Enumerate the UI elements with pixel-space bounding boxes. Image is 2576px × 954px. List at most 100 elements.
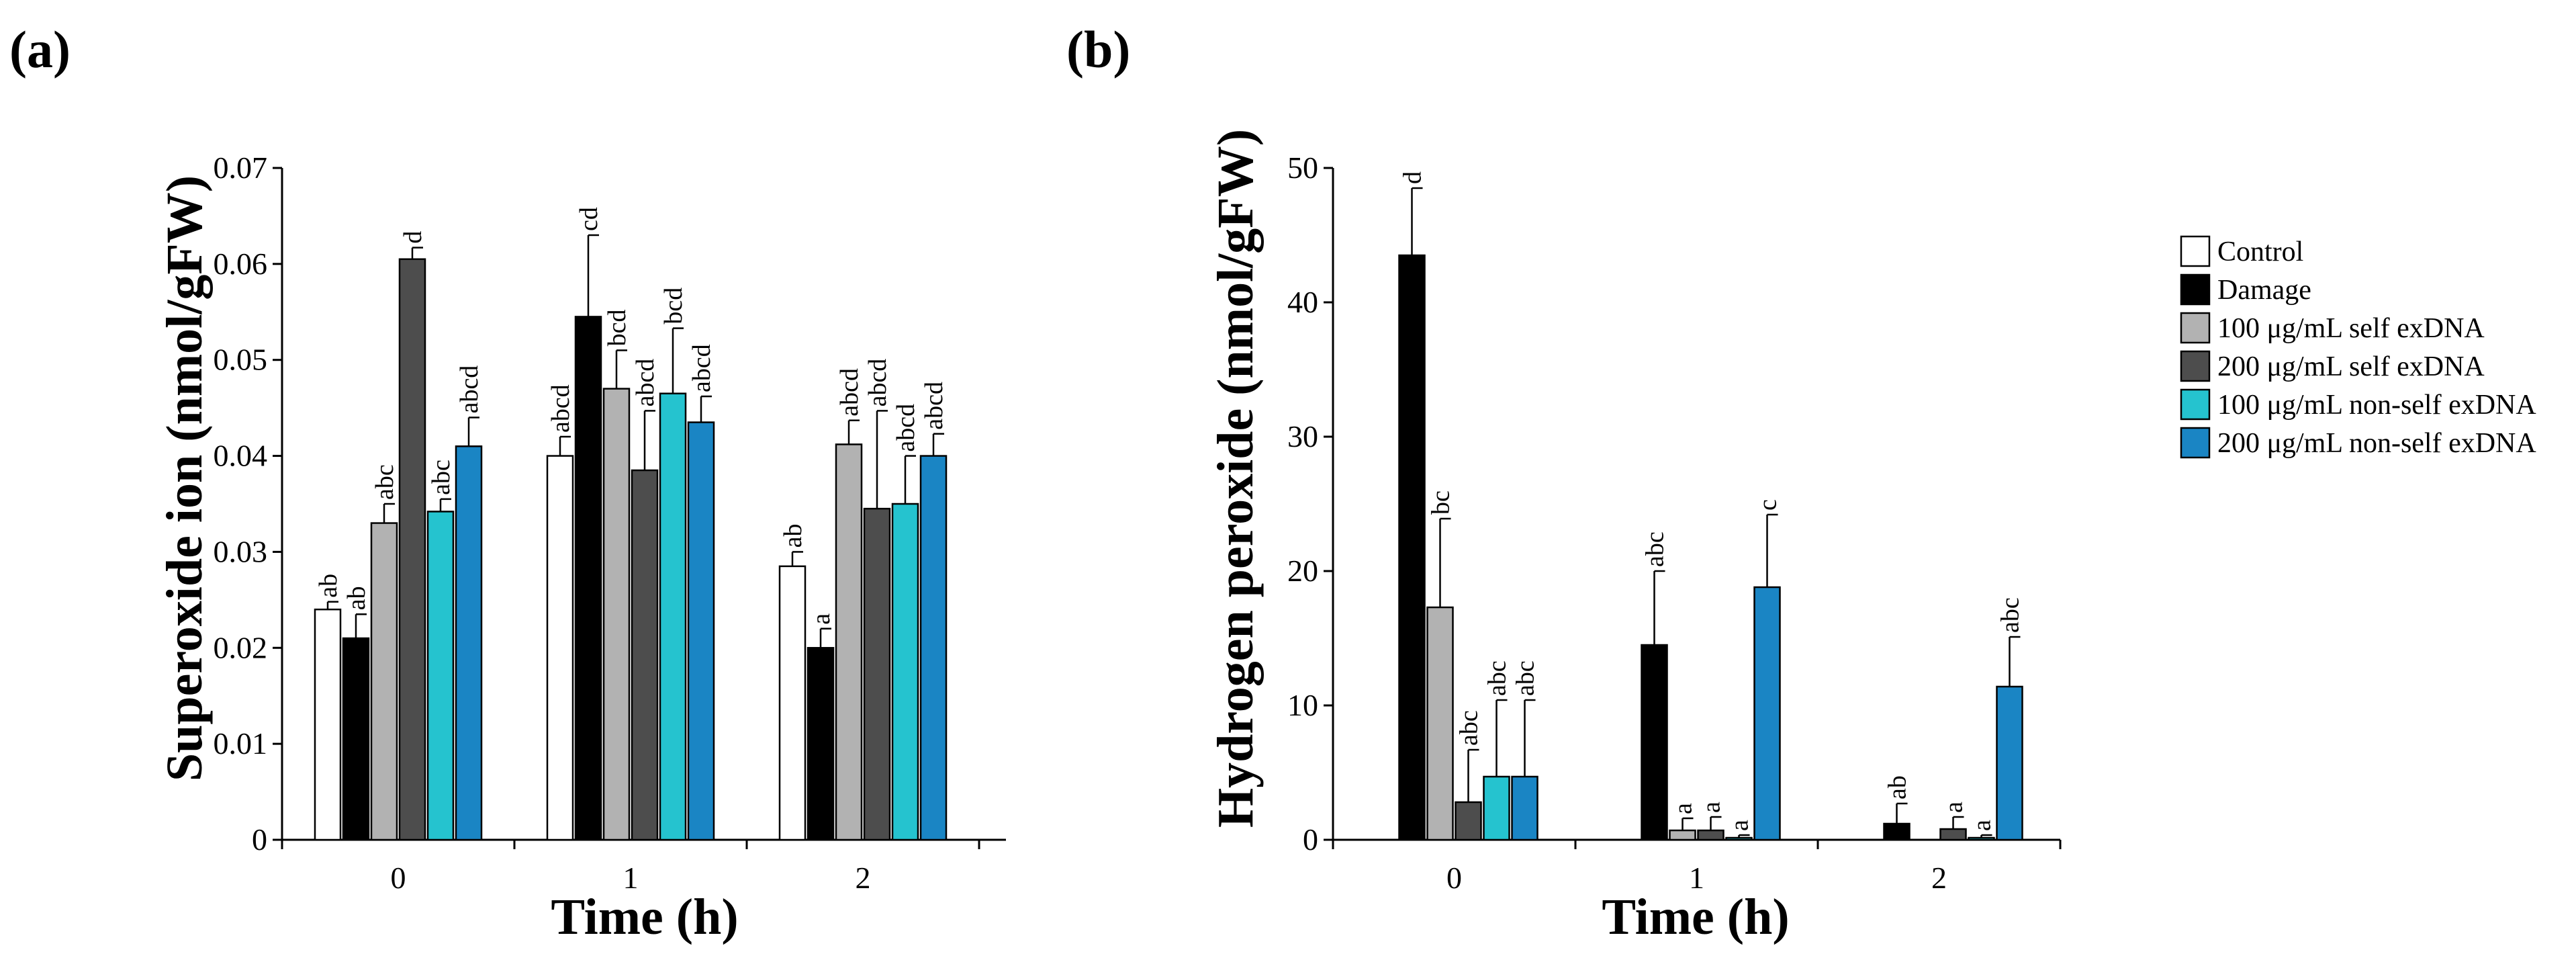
- panel-a-significance-letter: ab: [342, 586, 371, 610]
- panel-a-significance-letter: abc: [371, 464, 399, 500]
- panel-a-bar: [659, 392, 687, 841]
- panel-b-label: (b): [1066, 20, 1130, 79]
- legend-entry: 200 μg/mL self exDNA: [2217, 351, 2485, 382]
- panel-a-xtick-label: 1: [623, 861, 639, 895]
- panel-a-ytick-label: 0.02: [214, 630, 268, 664]
- panel-a-significance-letter: abcd: [835, 368, 864, 417]
- legend-swatch: [2180, 312, 2211, 344]
- panel-b-ytick-label: 40: [1287, 285, 1318, 319]
- panel-b-xtick-label: 1: [1689, 861, 1704, 895]
- legend-swatch: [2180, 235, 2211, 267]
- panel-b-significance-letter: a: [1726, 820, 1754, 831]
- legend-swatch: [2180, 273, 2211, 306]
- panel-a-significance-letter: bcd: [603, 310, 631, 347]
- panel-a: (a) Superoxide ion (nmol/gFW) Time (h) 0…: [9, 20, 1006, 945]
- legend-entry: 100 μg/mL non-self exDNA: [2217, 390, 2536, 421]
- panel-b-xtick-label: 2: [1931, 861, 1947, 895]
- panel-a-bar: [602, 388, 631, 841]
- legend-swatch: [2180, 427, 2211, 459]
- panel-b-significance-letter: a: [1698, 801, 1726, 813]
- panel-a-bar: [314, 608, 342, 841]
- panel-b-bar: [1669, 829, 1696, 841]
- panel-b-ylabel: Hydrogen peroxide (nmol/gFW): [1207, 129, 1264, 828]
- panel-a-significance-letter: abcd: [631, 359, 659, 407]
- panel-a-xtick-label: 2: [856, 861, 871, 895]
- panel-a-ytick-label: 0: [252, 822, 267, 857]
- panel-b-bar: [1968, 836, 1995, 841]
- panel-a-bar: [778, 565, 807, 841]
- panel-a-bar: [891, 503, 919, 841]
- panel-b-bar: [1753, 586, 1781, 841]
- legend-entry: 200 μg/mL non-self exDNA: [2217, 428, 2536, 459]
- panel-a-ytick-label: 0.03: [214, 534, 268, 568]
- panel-a-significance-letter: abcd: [864, 359, 892, 407]
- panel-b-xtick-label: 0: [1446, 861, 1462, 895]
- panel-b-bar: [1511, 775, 1538, 841]
- panel-b-significance-letter: abc: [1512, 660, 1540, 696]
- panel-b-bar: [1641, 644, 1668, 841]
- panel-a-significance-letter: abcd: [547, 384, 575, 433]
- legend-entry: Control: [2217, 236, 2303, 267]
- panel-a-significance-letter: abcd: [920, 382, 948, 430]
- panel-b: (b) Hydrogen peroxide (nmol/gFW) Time (h…: [1066, 20, 2062, 945]
- panel-b-ytick-label: 10: [1287, 688, 1318, 722]
- panel-b-bar: [1996, 685, 2023, 841]
- panel-b-significance-letter: abc: [1996, 597, 2025, 633]
- panel-a-ytick-label: 0.07: [214, 150, 268, 185]
- panel-a-xlabel: Time (h): [551, 889, 738, 945]
- panel-b-significance-letter: a: [1669, 803, 1698, 814]
- panel-a-bar: [863, 507, 891, 841]
- panel-a-significance-letter: abcd: [455, 365, 484, 414]
- panel-b-ytick-label: 50: [1287, 150, 1318, 185]
- panel-b-significance-letter: abc: [1483, 660, 1512, 696]
- panel-a-significance-letter: abc: [427, 460, 455, 495]
- panel-b-bar: [1697, 829, 1724, 841]
- panel-b-significance-letter: ab: [1884, 775, 1912, 799]
- panel-a-xtick-label: 0: [391, 861, 406, 895]
- panel-b-significance-letter: c: [1754, 499, 1782, 511]
- panel-b-ytick-label: 20: [1287, 554, 1318, 588]
- panel-a-bar: [546, 455, 574, 841]
- panel-a-bar: [687, 421, 715, 841]
- legend-swatch: [2180, 350, 2211, 382]
- panel-b-significance-letter: abc: [1455, 710, 1483, 746]
- panel-a-bar: [370, 522, 398, 841]
- panel-a-significance-letter: bcd: [659, 288, 688, 324]
- panel-a-plot: 00.010.020.030.040.050.060.070abababcdab…: [214, 150, 1006, 895]
- legend: Control Damage 100 μg/mL self exDNA 200 μg/…: [2180, 235, 2536, 459]
- panel-b-bar: [1725, 836, 1753, 841]
- panel-b-bar: [1426, 606, 1454, 841]
- panel-b-ytick-label: 0: [1303, 822, 1318, 857]
- panel-a-ylabel: Superoxide ion (nmol/gFW): [156, 175, 213, 781]
- panel-a-significance-letter: abcd: [892, 404, 920, 452]
- panel-a-ytick-label: 0.06: [214, 247, 268, 281]
- panel-a-significance-letter: d: [399, 231, 427, 244]
- panel-a-bar: [835, 443, 863, 841]
- panel-b-significance-letter: d: [1399, 171, 1427, 184]
- panel-b-significance-letter: a: [1940, 801, 1968, 813]
- panel-b-bar: [1883, 822, 1911, 841]
- panel-a-ytick-label: 0.01: [214, 726, 268, 761]
- panel-b-ytick-label: 30: [1287, 419, 1318, 453]
- panel-b-bar: [1398, 254, 1426, 841]
- panel-a-bar: [574, 316, 602, 841]
- panel-a-significance-letter: abcd: [688, 344, 716, 392]
- legend-entry: 100 μg/mL self exDNA: [2217, 313, 2485, 344]
- panel-b-significance-letter: bc: [1427, 490, 1455, 515]
- panel-b-bar: [1939, 828, 1967, 841]
- panel-b-bar: [1483, 775, 1510, 841]
- panel-a-bar: [807, 647, 835, 841]
- panel-b-bar: [1455, 801, 1482, 841]
- panel-a-bar: [455, 445, 483, 841]
- panel-a-ytick-label: 0.05: [214, 343, 268, 377]
- panel-a-bar: [631, 469, 659, 841]
- panel-a-significance-letter: ab: [314, 574, 342, 598]
- panel-a-significance-letter: cd: [575, 207, 603, 231]
- panel-b-significance-letter: a: [1968, 820, 1996, 831]
- panel-a-significance-letter: ab: [779, 524, 807, 548]
- legend-swatch: [2180, 388, 2211, 421]
- panel-a-ytick-label: 0.04: [214, 439, 268, 473]
- legend-entry: Damage: [2217, 275, 2311, 306]
